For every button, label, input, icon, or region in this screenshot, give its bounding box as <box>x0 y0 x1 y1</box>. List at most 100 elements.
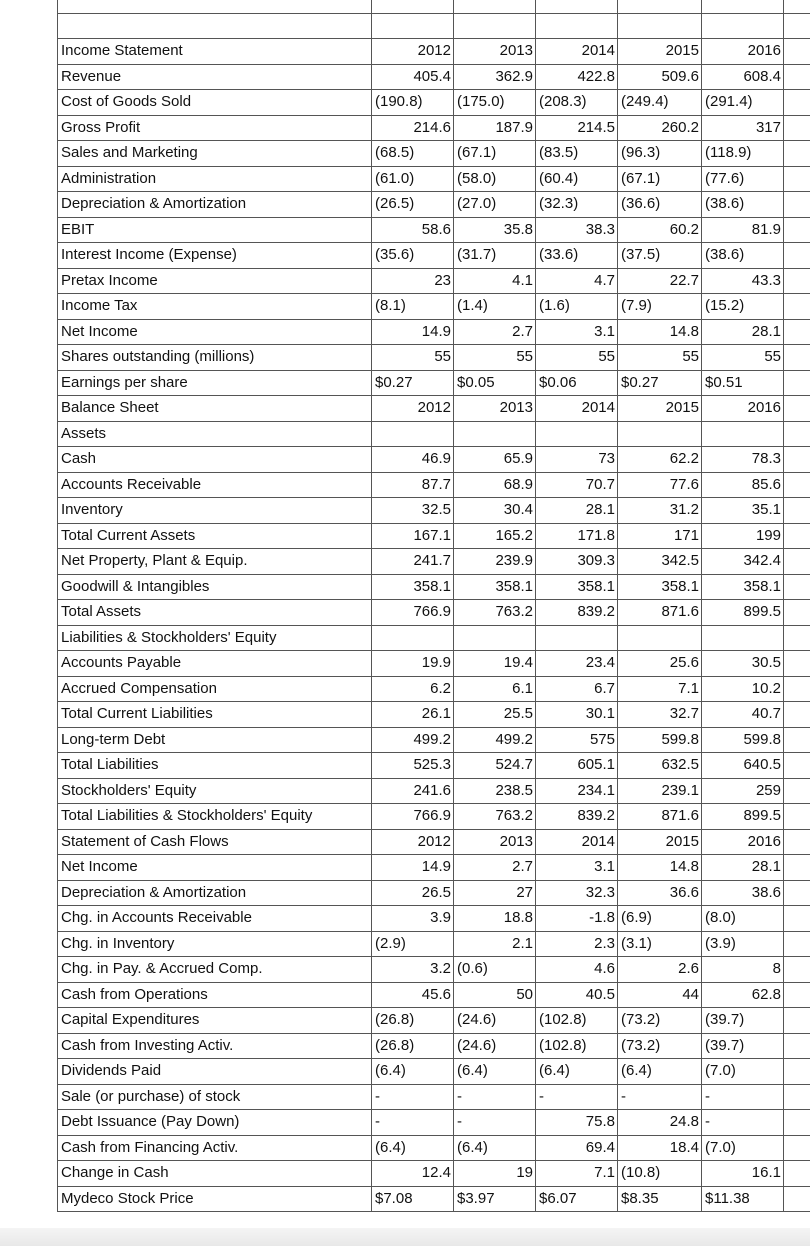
row-label: Revenue <box>57 63 372 90</box>
empty-cell <box>617 0 702 14</box>
row-label: Assets <box>57 420 372 447</box>
value-cell: 2016 <box>701 38 784 65</box>
value-cell: 55 <box>617 344 702 371</box>
row-label: Cost of Goods Sold <box>57 89 372 116</box>
value-cell: (39.7) <box>701 1007 784 1034</box>
value-cell: $0.05 <box>453 369 536 396</box>
value-cell: 45.6 <box>371 981 454 1008</box>
value-cell: 238.5 <box>453 777 536 804</box>
value-cell: (24.6) <box>453 1032 536 1059</box>
value-cell: (67.1) <box>453 140 536 167</box>
value-cell: 899.5 <box>701 599 784 626</box>
value-cell: 763.2 <box>453 803 536 830</box>
row-label: Long-term Debt <box>57 726 372 753</box>
value-cell: 899.5 <box>701 803 784 830</box>
value-cell: (61.0) <box>371 165 454 192</box>
row-label: Total Current Assets <box>57 522 372 549</box>
value-cell: 6.1 <box>453 675 536 702</box>
value-cell: 241.6 <box>371 777 454 804</box>
value-cell: 10.2 <box>701 675 784 702</box>
value-cell <box>701 420 784 447</box>
value-cell: $0.06 <box>535 369 618 396</box>
value-cell: 50 <box>453 981 536 1008</box>
value-cell: $7.08 <box>371 1185 454 1212</box>
value-cell: 214.5 <box>535 114 618 141</box>
value-cell <box>371 624 454 651</box>
empty-cell <box>783 395 810 422</box>
empty-cell <box>783 752 810 779</box>
value-cell: (3.9) <box>701 930 784 957</box>
value-cell <box>617 420 702 447</box>
row-label: Administration <box>57 165 372 192</box>
empty-cell <box>783 89 810 116</box>
value-cell: - <box>453 1083 536 1110</box>
value-cell: 317 <box>701 114 784 141</box>
value-cell: 55 <box>535 344 618 371</box>
empty-cell <box>783 471 810 498</box>
row-label: Earnings per share <box>57 369 372 396</box>
value-cell: 2014 <box>535 38 618 65</box>
value-cell: 640.5 <box>701 752 784 779</box>
value-cell: (6.4) <box>535 1058 618 1085</box>
value-cell: 3.2 <box>371 956 454 983</box>
value-cell: (190.8) <box>371 89 454 116</box>
row-label: Depreciation & Amortization <box>57 191 372 218</box>
value-cell: 362.9 <box>453 63 536 90</box>
value-cell: 25.6 <box>617 650 702 677</box>
value-cell: 239.9 <box>453 548 536 575</box>
value-cell: (175.0) <box>453 89 536 116</box>
value-cell: 763.2 <box>453 599 536 626</box>
value-cell: $0.27 <box>371 369 454 396</box>
value-cell: 55 <box>371 344 454 371</box>
empty-cell <box>783 1058 810 1085</box>
value-cell: 358.1 <box>453 573 536 600</box>
value-cell: (7.0) <box>701 1134 784 1161</box>
value-cell: (249.4) <box>617 89 702 116</box>
empty-cell <box>783 1134 810 1161</box>
row-label: Cash from Operations <box>57 981 372 1008</box>
value-cell: 499.2 <box>371 726 454 753</box>
value-cell: 75.8 <box>535 1109 618 1136</box>
row-label: Sale (or purchase) of stock <box>57 1083 372 1110</box>
value-cell: (67.1) <box>617 165 702 192</box>
value-cell: 358.1 <box>371 573 454 600</box>
value-cell: 605.1 <box>535 752 618 779</box>
value-cell: (33.6) <box>535 242 618 269</box>
value-cell: 2015 <box>617 395 702 422</box>
value-cell: 167.1 <box>371 522 454 549</box>
row-label: Income Tax <box>57 293 372 320</box>
value-cell: 2.6 <box>617 956 702 983</box>
empty-cell <box>453 12 536 39</box>
value-cell: (6.9) <box>617 905 702 932</box>
value-cell: 214.6 <box>371 114 454 141</box>
value-cell: 38.6 <box>701 879 784 906</box>
value-cell: 87.7 <box>371 471 454 498</box>
value-cell: (68.5) <box>371 140 454 167</box>
row-label: Shares outstanding (millions) <box>57 344 372 371</box>
value-cell: 2.7 <box>453 318 536 345</box>
value-cell: 871.6 <box>617 803 702 830</box>
row-label: Sales and Marketing <box>57 140 372 167</box>
empty-cell <box>535 12 618 39</box>
empty-cell <box>783 420 810 447</box>
row-label: Accounts Payable <box>57 650 372 677</box>
value-cell: 2.3 <box>535 930 618 957</box>
value-cell: - <box>371 1083 454 1110</box>
value-cell: 25.5 <box>453 701 536 728</box>
value-cell: (77.6) <box>701 165 784 192</box>
empty-cell <box>783 216 810 243</box>
value-cell: 2013 <box>453 395 536 422</box>
value-cell: 260.2 <box>617 114 702 141</box>
value-cell: (73.2) <box>617 1007 702 1034</box>
value-cell: 2014 <box>535 395 618 422</box>
row-label: Cash from Investing Activ. <box>57 1032 372 1059</box>
value-cell: 2015 <box>617 38 702 65</box>
value-cell: 358.1 <box>617 573 702 600</box>
value-cell: (102.8) <box>535 1007 618 1034</box>
value-cell: (96.3) <box>617 140 702 167</box>
value-cell: 599.8 <box>617 726 702 753</box>
value-cell: 81.9 <box>701 216 784 243</box>
value-cell <box>453 624 536 651</box>
